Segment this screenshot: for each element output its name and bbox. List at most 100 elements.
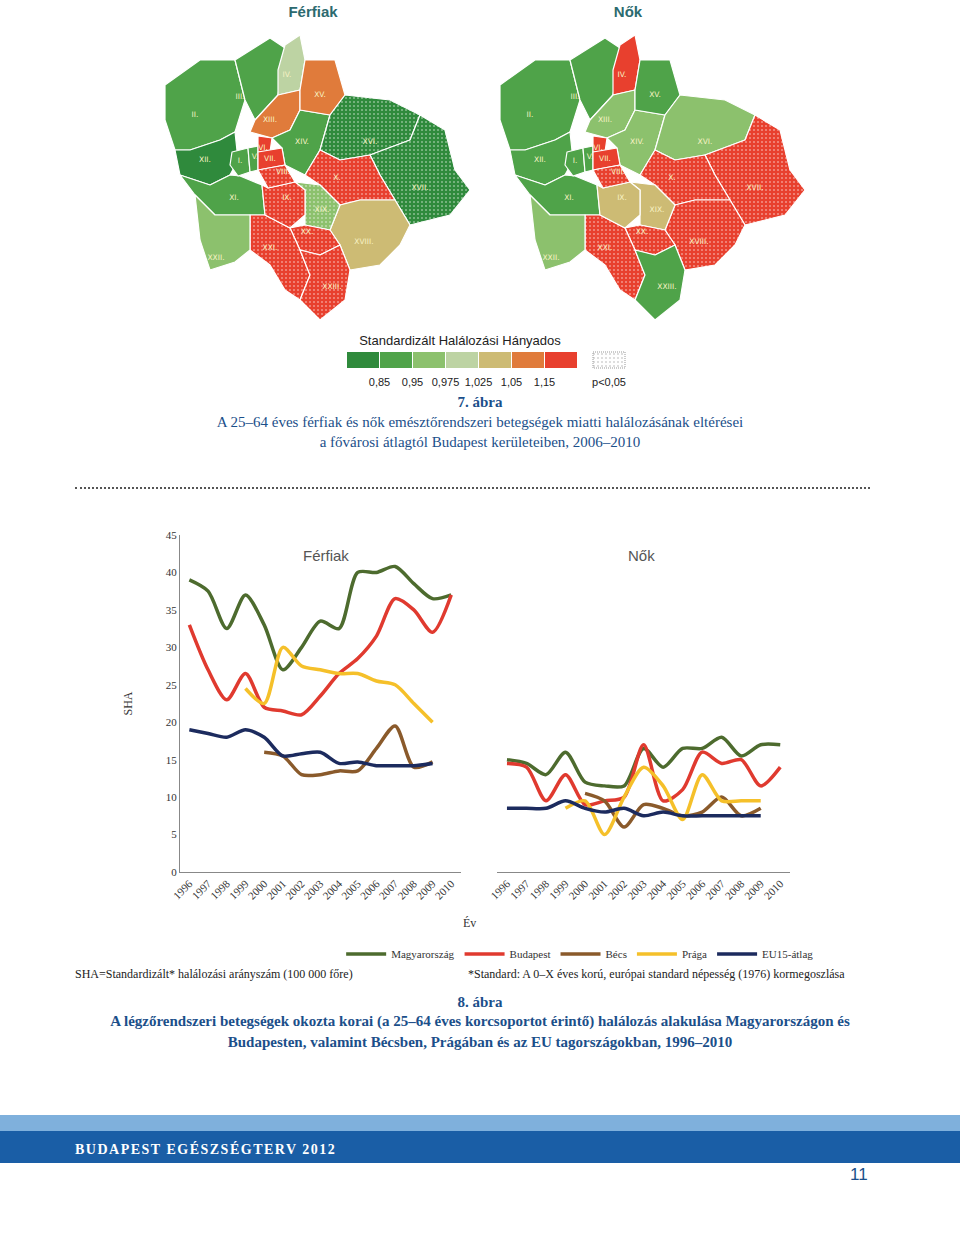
svg-text:Budapest: Budapest [510,948,551,960]
svg-text:0: 0 [171,866,177,878]
html-text:7. ábra: 7. ábra [457,394,503,410]
svg-text:VII.: VII. [599,154,611,163]
svg-text:XIV.: XIV. [295,137,309,146]
svg-text:XVI.: XVI. [698,137,713,146]
svg-text:1996: 1996 [171,877,195,901]
svg-text:IV.: IV. [283,70,292,79]
svg-text:2003: 2003 [302,877,326,901]
svg-text:XIII.: XIII. [263,115,277,124]
svg-text:10: 10 [166,791,178,803]
svg-text:V.: V. [587,152,594,161]
svg-text:2009: 2009 [742,877,766,901]
svg-text:X.: X. [668,173,676,182]
svg-text:XI.: XI. [229,193,239,202]
svg-text:I.: I. [238,156,243,165]
svg-text:2005: 2005 [664,877,688,901]
svg-text:XIII.: XIII. [598,115,612,124]
svg-text:X.: X. [333,173,341,182]
svg-text:2010: 2010 [433,877,457,901]
svg-text:XV.: XV. [649,90,661,99]
svg-text:XX.: XX. [636,227,649,236]
svg-text:VIII.: VIII. [276,167,290,176]
svg-text:Férfiak: Férfiak [303,547,349,564]
svg-text:20: 20 [166,716,178,728]
svg-text:I.: I. [573,156,578,165]
svg-text:2000: 2000 [566,877,590,901]
svg-text:SHA: SHA [121,691,135,715]
svg-text:II.: II. [527,110,534,119]
svg-text:XII.: XII. [534,155,546,164]
svg-text:XIX.: XIX. [650,205,665,214]
svg-text:2003: 2003 [625,877,649,901]
svg-text:2004: 2004 [644,877,668,901]
svg-text:XXIII.: XXIII. [657,282,676,291]
svg-text:2006: 2006 [358,877,382,901]
svg-text:IX.: IX. [617,193,627,202]
svg-text:45: 45 [166,529,178,541]
svg-text:III.: III. [570,92,579,101]
html-text:Férfiak: Férfiak [288,3,338,20]
svg-text:XI.: XI. [564,193,574,202]
svg-text:II.: II. [192,110,199,119]
svg-text:1998: 1998 [208,877,232,901]
svg-text:2004: 2004 [320,877,344,901]
svg-text:IV.: IV. [618,70,627,79]
svg-text:XVIII.: XVIII. [689,237,708,246]
svg-text:1996: 1996 [488,877,512,901]
svg-text:XVII.: XVII. [746,183,763,192]
svg-text:Prága: Prága [682,948,707,960]
svg-text:XIV.: XIV. [630,137,644,146]
svg-text:1997: 1997 [189,877,213,901]
svg-text:2001: 2001 [586,878,610,902]
html-text:11: 11 [850,1165,868,1184]
svg-text:2006: 2006 [683,877,707,901]
svg-text:2010: 2010 [762,877,786,901]
svg-text:25: 25 [166,679,178,691]
svg-text:2002: 2002 [283,878,307,902]
svg-text:2000: 2000 [245,877,269,901]
svg-text:5: 5 [171,828,177,840]
svg-text:40: 40 [166,566,178,578]
svg-text:1998: 1998 [527,877,551,901]
svg-text:XXI.: XXI. [263,243,278,252]
svg-text:30: 30 [166,641,178,653]
svg-text:2005: 2005 [339,877,363,901]
svg-text:XVI.: XVI. [363,137,378,146]
svg-text:XIX.: XIX. [315,205,330,214]
svg-text:XXII.: XXII. [207,253,224,262]
html-text:Nők: Nők [613,3,643,20]
svg-text:1999: 1999 [547,877,571,901]
svg-text:2007: 2007 [703,877,727,901]
svg-text:XVII.: XVII. [411,183,428,192]
svg-text:Év: Év [463,916,476,930]
svg-text:XV.: XV. [314,90,326,99]
svg-text:35: 35 [166,604,178,616]
svg-text:2008: 2008 [722,877,746,901]
svg-text:2007: 2007 [376,877,400,901]
svg-text:1999: 1999 [227,877,251,901]
svg-text:VI.: VI. [258,143,268,152]
svg-text:Magyarország: Magyarország [391,948,454,960]
svg-text:XXII.: XXII. [542,253,559,262]
svg-text:XVIII.: XVIII. [354,237,373,246]
svg-text:XXI.: XXI. [598,243,613,252]
svg-text:IX.: IX. [282,193,292,202]
svg-text:EU15-átlag: EU15-átlag [762,948,813,960]
svg-text:XX.: XX. [301,227,314,236]
svg-text:III.: III. [235,92,244,101]
svg-text:XII.: XII. [199,155,211,164]
svg-text:15: 15 [166,754,178,766]
svg-text:Bécs: Bécs [606,948,627,960]
svg-text:2002: 2002 [605,878,629,902]
svg-text:Nők: Nők [628,547,655,564]
svg-text:2008: 2008 [395,877,419,901]
svg-text:XXIII.: XXIII. [322,282,341,291]
svg-text:VIII.: VIII. [611,167,625,176]
svg-text:1997: 1997 [508,877,532,901]
svg-text:VI.: VI. [593,143,603,152]
svg-text:VII.: VII. [264,154,276,163]
svg-text:2009: 2009 [414,877,438,901]
svg-text:V.: V. [252,152,259,161]
svg-text:2001: 2001 [264,878,288,902]
html-text:A 25–64 éves férfiak és nők em: A 25–64 éves férfiak és nők emésztőrends… [216,414,744,430]
